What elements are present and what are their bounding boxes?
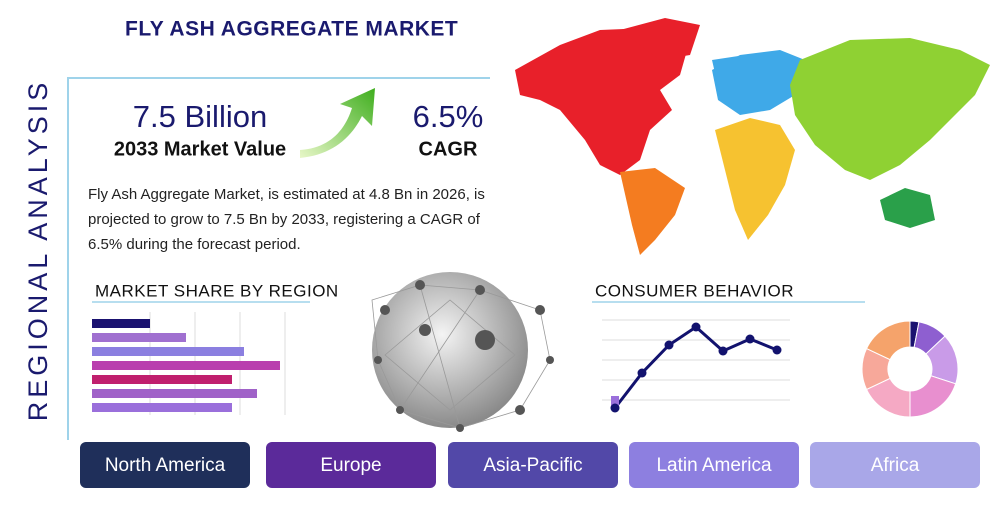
stat-label: 2033 Market Value xyxy=(114,138,286,160)
region-button[interactable] xyxy=(266,442,436,488)
region-button[interactable] xyxy=(448,442,618,488)
region-label: Latin America xyxy=(656,455,772,476)
frame xyxy=(67,77,490,440)
region-label: Asia-Pacific xyxy=(483,455,582,476)
description-box: Fly Ash Aggregate Market, is estimated a… xyxy=(88,186,485,253)
donut-segment xyxy=(909,375,957,418)
growth-arrow xyxy=(300,88,375,158)
bar xyxy=(92,361,280,370)
line-point xyxy=(772,345,782,355)
line-point xyxy=(718,346,728,356)
line-gridlines xyxy=(602,319,790,401)
region-button[interactable] xyxy=(80,442,250,488)
bar xyxy=(92,403,232,412)
line-highlight xyxy=(611,396,619,406)
title: FLY ASH AGGREGATE MARKET xyxy=(125,18,458,41)
world-map xyxy=(515,18,990,255)
region-button[interactable] xyxy=(629,442,799,488)
side-label: REGIONAL ANALYSIS xyxy=(23,79,53,422)
line-point xyxy=(637,368,647,378)
line-point xyxy=(664,340,674,350)
globe xyxy=(371,272,554,432)
bar xyxy=(92,347,244,356)
stat-label: CAGR xyxy=(419,138,478,160)
region-label: Europe xyxy=(320,455,381,476)
line-point xyxy=(691,322,701,332)
region-label: North America xyxy=(105,455,226,476)
bar xyxy=(92,389,257,398)
donut-segment xyxy=(865,320,911,361)
description: Fly Ash Aggregate Market, is estimated a… xyxy=(88,186,485,253)
line-point xyxy=(745,334,755,344)
section-title: CONSUMER BEHAVIOR xyxy=(595,281,794,300)
stat-value: 7.5 Billion xyxy=(133,99,267,134)
bar xyxy=(92,319,150,328)
bar xyxy=(92,333,186,342)
stat-value: 6.5% xyxy=(413,99,484,134)
section-title: MARKET SHARE BY REGION xyxy=(95,281,339,300)
bar xyxy=(92,375,232,384)
line-point xyxy=(610,403,620,413)
region-label: Africa xyxy=(871,455,920,476)
region-button[interactable] xyxy=(810,442,980,488)
